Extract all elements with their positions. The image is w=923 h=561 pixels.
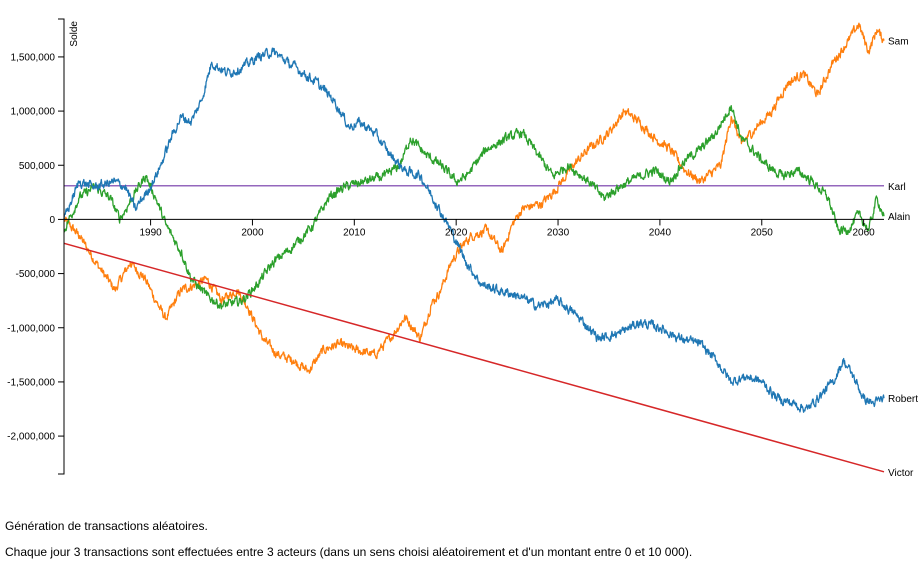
x-tick-label: 2030: [547, 227, 570, 238]
series-label-robert: Robert: [888, 394, 918, 405]
y-axis-line: [58, 18, 65, 475]
y-axis-label: Solde: [69, 21, 80, 47]
y-tick-label: -1,500,000: [7, 377, 55, 388]
axes: 1,500,000 1,000,000 500,000 0 -500,000 -1,000…: [7, 18, 884, 475]
y-tick-label: 500,000: [19, 161, 56, 172]
x-tick-label: 2040: [649, 227, 672, 238]
series-line-sam: [63, 22, 885, 374]
series-label-sam: Sam: [888, 37, 909, 48]
y-tick-label: 1,500,000: [11, 52, 56, 63]
x-tick-label: 2000: [241, 227, 264, 238]
y-tick-label: 0: [49, 215, 55, 226]
series-line-victor: [63, 242, 885, 473]
series-lines: [63, 22, 885, 473]
x-tick-label: 2020: [445, 227, 468, 238]
x-tick-label: 2010: [343, 227, 366, 238]
x-axis-ticks: 1990 2000 2010 2020 2030 2040 2050 2060: [139, 219, 875, 238]
y-axis-ticks: 1,500,000 1,000,000 500,000 0 -500,000 -1,000…: [7, 52, 64, 443]
x-tick-label: 2050: [751, 227, 774, 238]
series-line-alain: [63, 105, 885, 310]
series-label-victor: Victor: [888, 468, 914, 479]
x-tick-label: 1990: [139, 227, 162, 238]
balance-line-chart: 1,500,000 1,000,000 500,000 0 -500,000 -1,000…: [7, 18, 918, 479]
y-tick-label: -500,000: [16, 269, 56, 280]
series-label-alain: Alain: [888, 212, 910, 223]
y-tick-label: -2,000,000: [7, 432, 55, 443]
caption-description: Génération de transactions aléatoires.: [5, 519, 208, 533]
series-label-karl: Karl: [888, 182, 906, 193]
x-tick-label: 2060: [853, 227, 876, 238]
series-line-robert: [63, 47, 885, 413]
y-tick-label: 1,000,000: [11, 107, 56, 118]
y-tick-label: -1,000,000: [7, 323, 55, 334]
caption-details: Chaque jour 3 transactions sont effectué…: [5, 545, 693, 559]
series-end-labels: Sam Karl Alain Robert Victor: [888, 37, 918, 479]
